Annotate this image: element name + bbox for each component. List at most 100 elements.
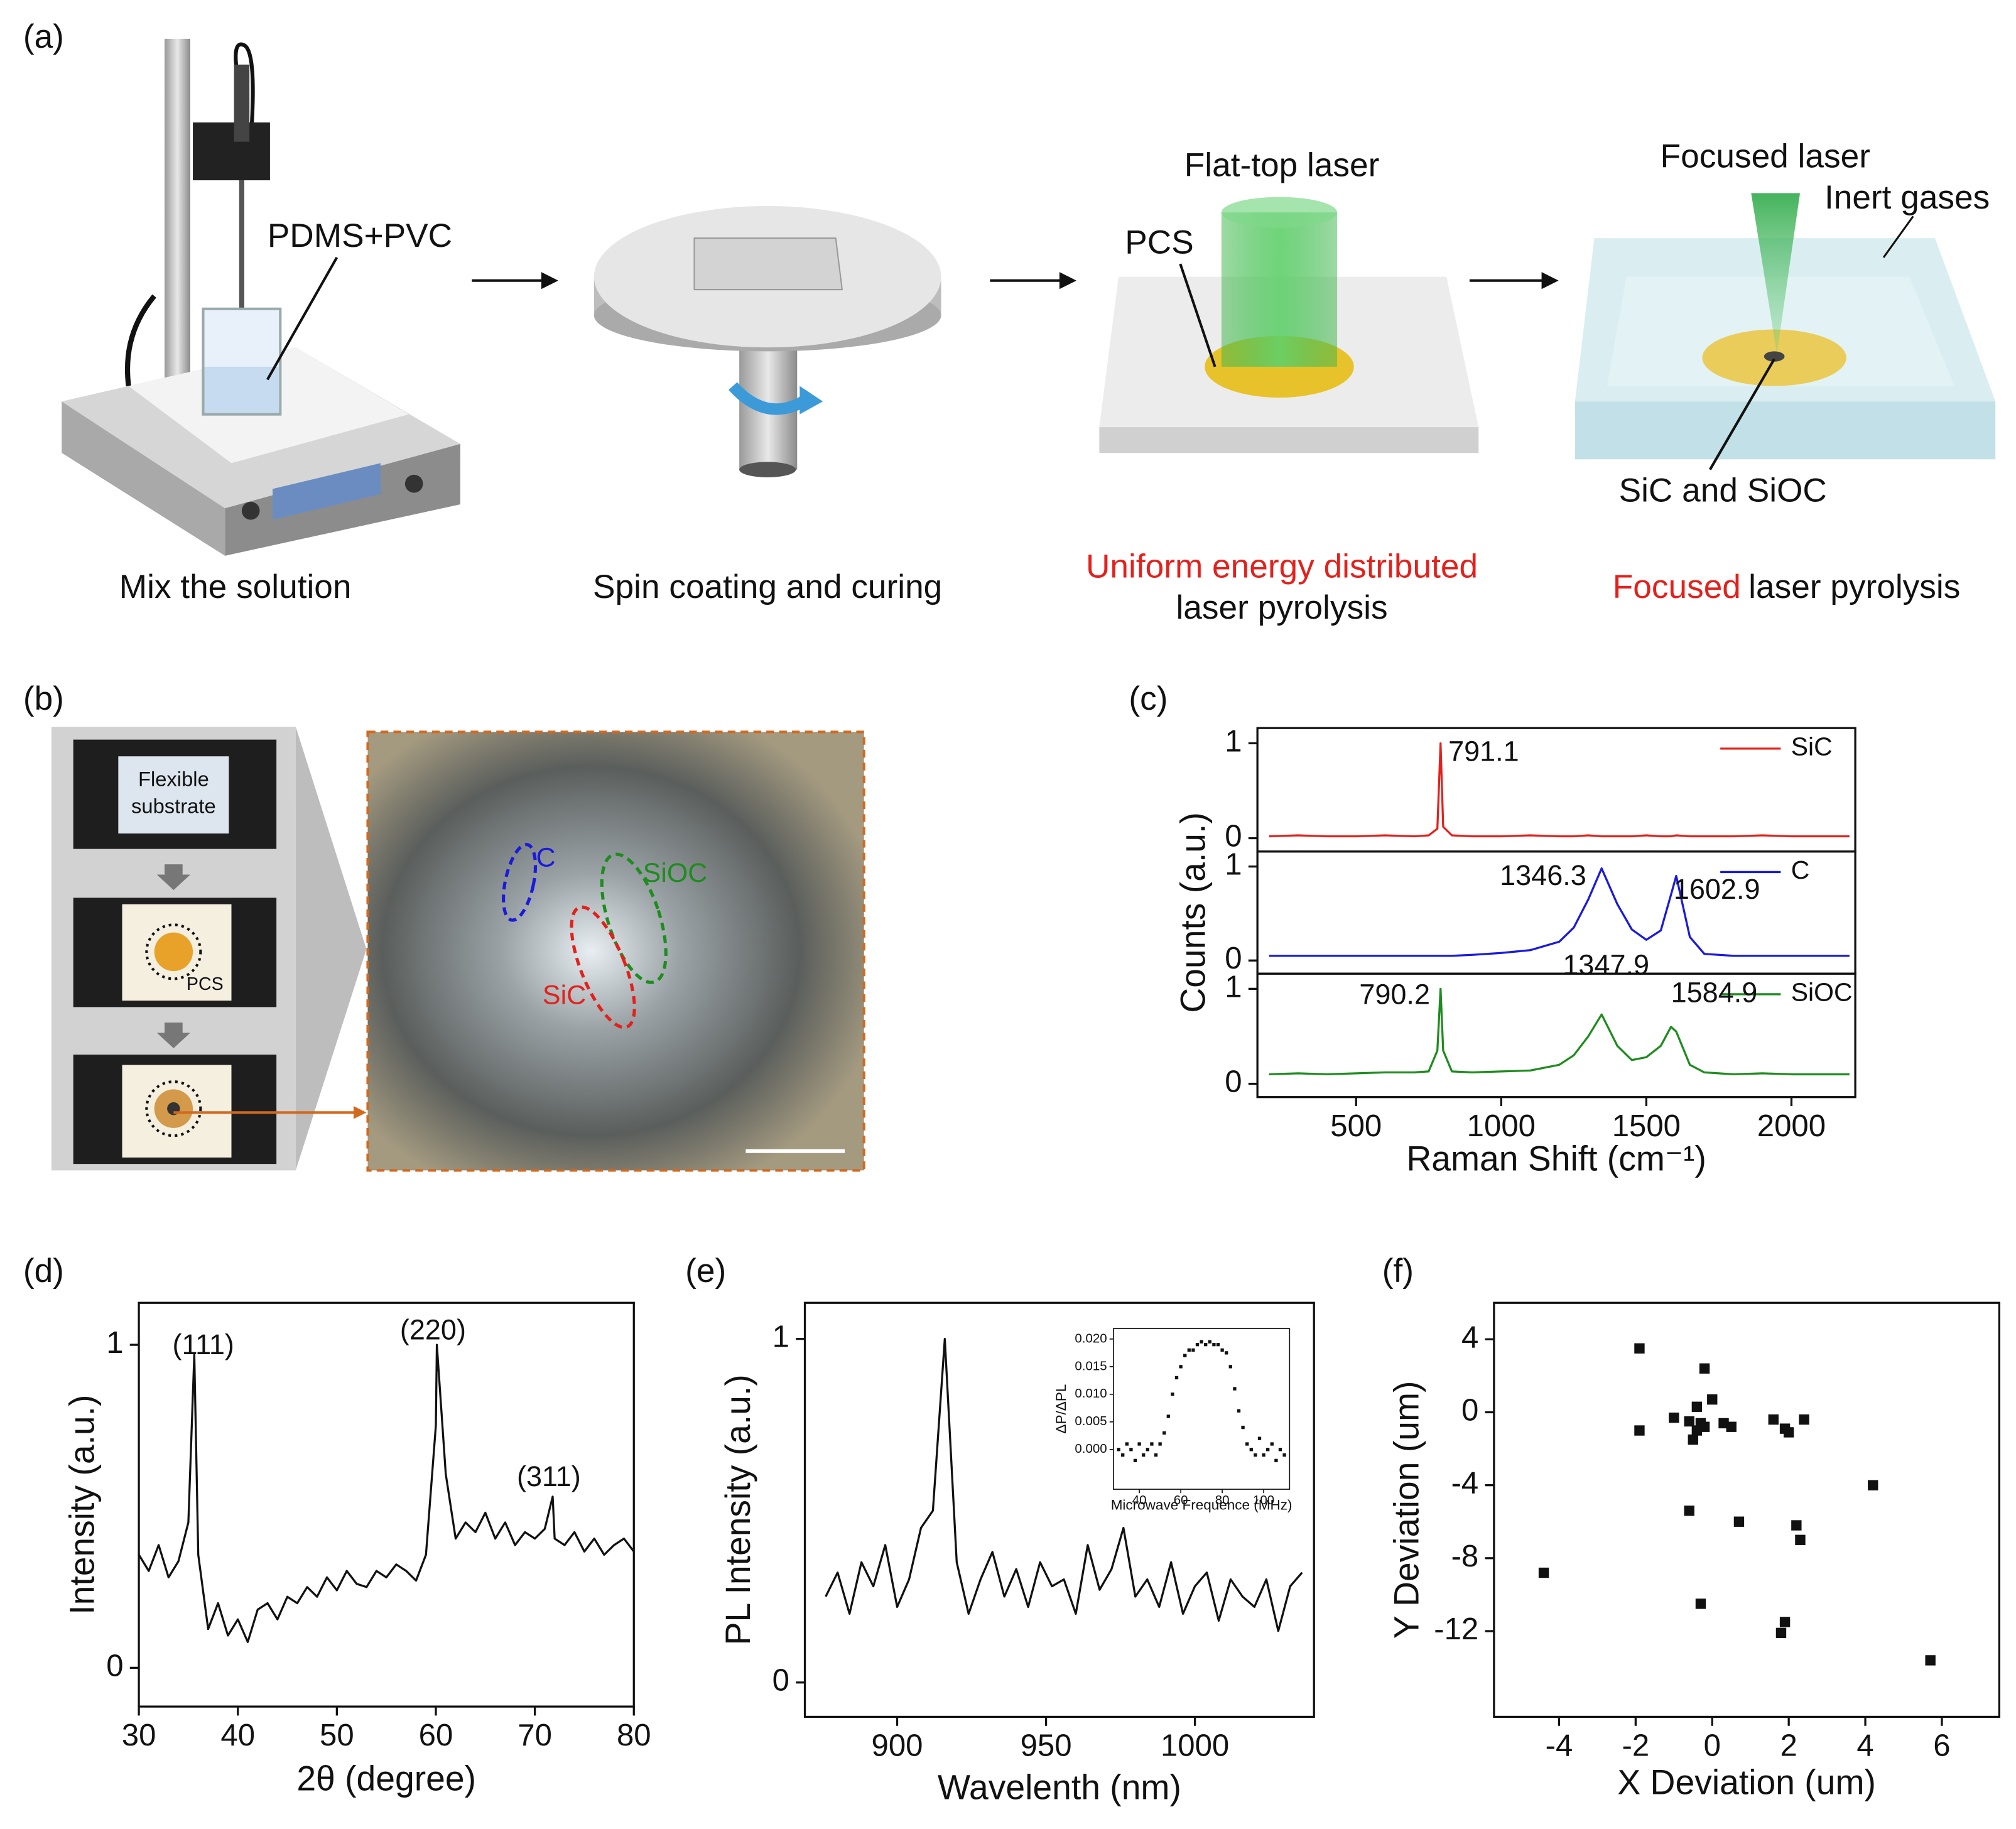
x-tick-label: 500 (1330, 1109, 1382, 1143)
x-tick-label: -4 (1546, 1729, 1573, 1763)
plot-frame (1256, 972, 1856, 1099)
data-point (1154, 1453, 1158, 1457)
x-axis-label: 2θ (degree) (296, 1759, 476, 1798)
data-point (1257, 1436, 1262, 1440)
panel-label: (b) (23, 680, 64, 717)
data-point (1254, 1453, 1257, 1457)
x-tick-label: 950 (1021, 1729, 1072, 1763)
data-line (138, 1343, 635, 1643)
y-tick-label: 0 (106, 1649, 123, 1683)
x-tick-label: 4 (1856, 1729, 1873, 1763)
data-point (1142, 1453, 1146, 1457)
label: PCS (1125, 224, 1193, 261)
data-point (1684, 1416, 1694, 1427)
label: Inert gases (1824, 179, 1990, 216)
flat-top-illustration (1099, 197, 1479, 453)
data-point (1270, 1442, 1274, 1446)
data-point (1699, 1363, 1710, 1374)
data-point (1200, 1340, 1203, 1343)
data-point (1266, 1448, 1270, 1452)
plot-frame (138, 1301, 635, 1708)
data-point (1133, 1458, 1137, 1463)
data-point (1241, 1425, 1245, 1430)
label: Flat-top laser (1184, 147, 1380, 184)
step-caption: Uniform energy distributed (1086, 548, 1478, 585)
y-tick-label: 0.015 (1075, 1359, 1107, 1373)
data-point (1158, 1442, 1162, 1446)
peak-label: 1584.9 (1671, 977, 1758, 1009)
x-tick-label: 40 (1132, 1493, 1147, 1507)
data-point (1726, 1421, 1737, 1432)
data-point (1233, 1387, 1237, 1391)
x-tick-label: 100 (1253, 1493, 1274, 1507)
legend-label: SiC (1791, 732, 1833, 761)
x-axis-label: Raman Shift (cm⁻¹) (1406, 1139, 1706, 1178)
legend-label: C (1791, 855, 1810, 884)
data-point (1707, 1394, 1718, 1405)
peak-label: 791.1 (1448, 735, 1519, 768)
step-caption: Focused (1613, 568, 1741, 605)
data-point (1779, 1617, 1791, 1627)
data-point (1137, 1442, 1141, 1446)
x-tick-label: 80 (617, 1718, 651, 1752)
data-point (1699, 1421, 1710, 1432)
x-axis-label: Wavelenth (nm) (938, 1768, 1181, 1807)
x-tick-label: 1000 (1161, 1729, 1229, 1763)
panel-label: (f) (1382, 1252, 1414, 1289)
y-tick-label: 0 (772, 1664, 789, 1698)
plot-frame (1493, 1301, 2001, 1718)
data-point (1274, 1458, 1278, 1463)
data-point (1768, 1414, 1779, 1425)
data-point (1249, 1448, 1253, 1452)
x-tick-label: 6 (1933, 1729, 1950, 1763)
y-tick-label: 0 (1461, 1393, 1478, 1427)
data-point (1162, 1431, 1166, 1435)
data-point (1191, 1348, 1195, 1352)
y-tick-label: -12 (1434, 1612, 1478, 1646)
data-point (1684, 1506, 1694, 1516)
photo-label: Flexible (138, 768, 209, 791)
stirrer-illustration (62, 38, 460, 556)
data-point (1216, 1343, 1220, 1347)
peak-label: 1347.9 (1563, 948, 1649, 980)
data-point (1691, 1401, 1703, 1412)
data-point (1245, 1442, 1249, 1446)
x-tick-label: 50 (320, 1718, 354, 1752)
data-point (1129, 1448, 1133, 1452)
x-tick-label: 2000 (1757, 1109, 1826, 1143)
y-tick-label: 0 (1225, 820, 1242, 854)
peak-label: (111) (172, 1328, 234, 1360)
data-point (1204, 1343, 1208, 1347)
peak-label: 790.2 (1359, 979, 1430, 1011)
y-axis-label: Y Deviation (um) (1387, 1381, 1426, 1639)
data-point (1179, 1365, 1183, 1369)
data-point (1779, 1423, 1791, 1434)
peak-label: 1346.3 (1500, 859, 1586, 891)
x-tick-label: 1500 (1612, 1109, 1681, 1143)
arrows (472, 272, 1559, 290)
data-point (1117, 1448, 1120, 1452)
data-point (1695, 1598, 1706, 1609)
x-tick-label: 80 (1215, 1493, 1230, 1507)
y-tick-label: 0.005 (1075, 1414, 1107, 1428)
data-point (1538, 1567, 1549, 1578)
panel-label: (d) (23, 1252, 64, 1289)
data-point (1225, 1351, 1228, 1355)
data-point (1195, 1343, 1200, 1347)
data-point (1634, 1425, 1645, 1436)
y-tick-label: 4 (1461, 1320, 1478, 1354)
step-caption: Mix the solution (119, 568, 352, 605)
x-axis-label: X Deviation (um) (1617, 1763, 1876, 1802)
x-tick-label: 900 (872, 1729, 923, 1763)
photo-label: PCS (187, 974, 224, 994)
data-line (1269, 742, 1850, 838)
x-tick-label: 30 (122, 1718, 156, 1752)
data-point (1237, 1409, 1241, 1413)
x-tick-label: 60 (419, 1718, 453, 1752)
spin-coater-illustration (593, 205, 941, 477)
y-axis-label: Counts (a.u.) (1173, 812, 1212, 1012)
y-tick-label: 1 (1225, 970, 1242, 1004)
data-point (1733, 1516, 1745, 1527)
data-point (1125, 1442, 1129, 1446)
